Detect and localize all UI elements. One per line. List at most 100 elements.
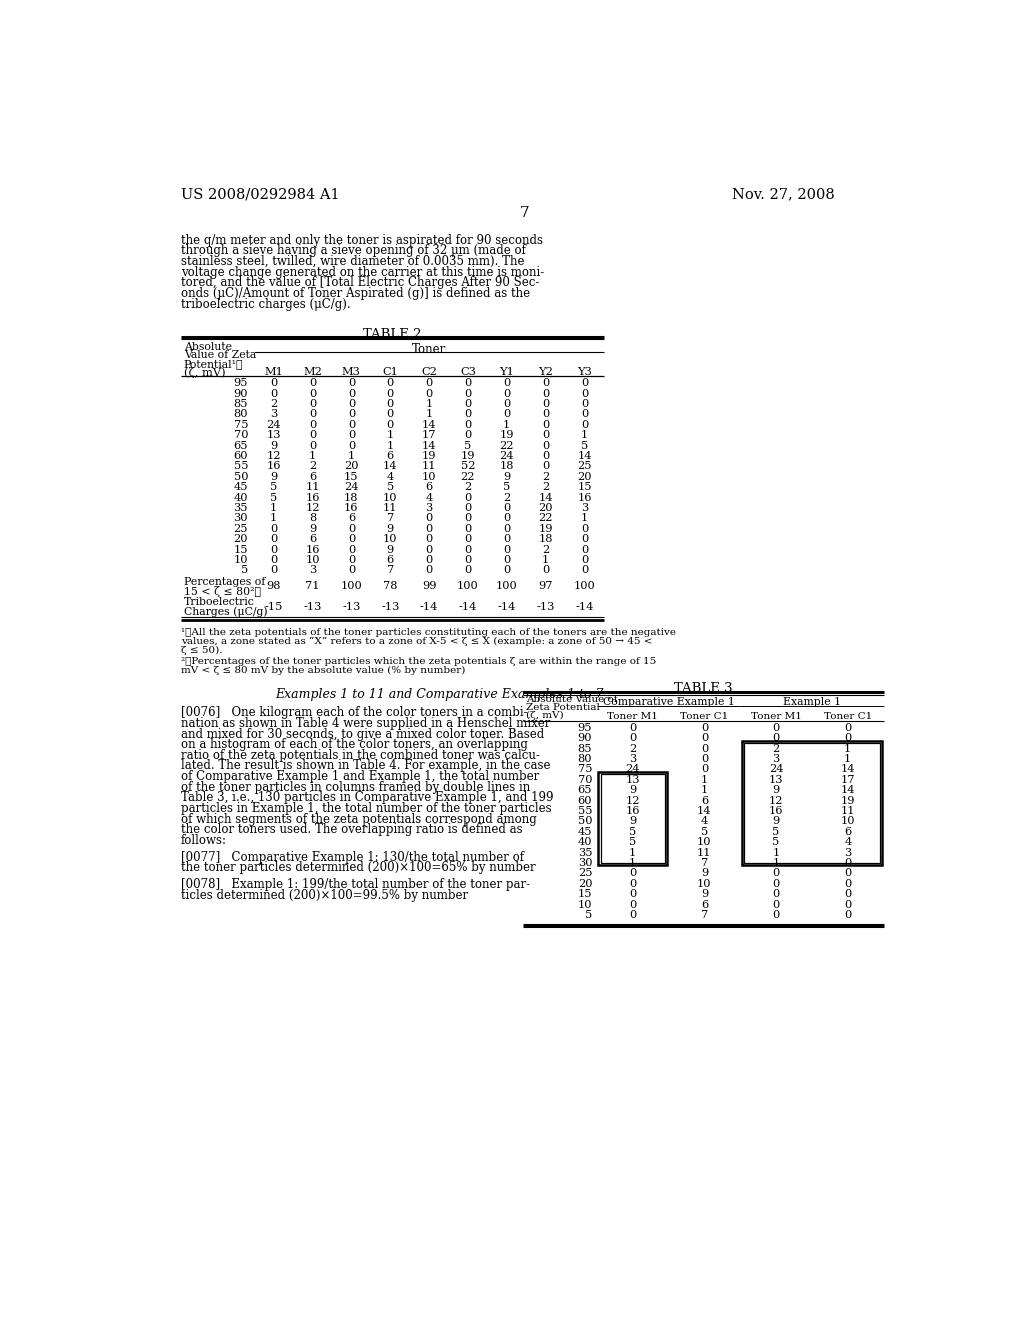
Text: 5: 5: [270, 492, 278, 503]
Text: 12: 12: [305, 503, 319, 513]
Text: 9: 9: [700, 869, 708, 878]
Text: 11: 11: [697, 847, 712, 858]
Text: 75: 75: [233, 420, 248, 430]
Text: 0: 0: [503, 513, 510, 523]
Bar: [744, 743, 880, 862]
Text: 5: 5: [772, 837, 779, 847]
Text: 0: 0: [425, 554, 433, 565]
Text: 1: 1: [629, 847, 636, 858]
Text: 0: 0: [629, 909, 636, 920]
Text: 0: 0: [581, 409, 588, 420]
Text: 3: 3: [309, 565, 316, 576]
Text: 0: 0: [844, 879, 851, 888]
Text: 80: 80: [233, 409, 248, 420]
Text: Y3: Y3: [577, 367, 592, 378]
Text: 0: 0: [581, 565, 588, 576]
Text: 15: 15: [578, 890, 592, 899]
Text: 14: 14: [422, 420, 436, 430]
Text: 0: 0: [309, 409, 316, 420]
Text: 0: 0: [425, 388, 433, 399]
Text: 2: 2: [772, 743, 779, 754]
Text: of Comparative Example 1 and Example 1, the total number: of Comparative Example 1 and Example 1, …: [180, 770, 539, 783]
Text: 7: 7: [387, 565, 394, 576]
Text: 90: 90: [578, 733, 592, 743]
Text: 8: 8: [309, 513, 316, 523]
Text: 0: 0: [387, 399, 394, 409]
Text: 0: 0: [387, 409, 394, 420]
Text: 0: 0: [844, 869, 851, 878]
Text: 12: 12: [769, 796, 783, 805]
Text: ζ ≤ 50).: ζ ≤ 50).: [180, 645, 222, 655]
Text: 6: 6: [425, 482, 433, 492]
Text: 13: 13: [626, 775, 640, 785]
Text: [0077]   Comparative Example 1: 130/the total number of: [0077] Comparative Example 1: 130/the to…: [180, 850, 523, 863]
Text: 19: 19: [539, 524, 553, 533]
Text: 0: 0: [629, 723, 636, 733]
Text: 15: 15: [233, 545, 248, 554]
Text: 40: 40: [233, 492, 248, 503]
Text: 4: 4: [387, 471, 394, 482]
Text: the q/m meter and only the toner is aspirated for 90 seconds: the q/m meter and only the toner is aspi…: [180, 234, 543, 247]
Text: ¹⧐All the zeta potentials of the toner particles constituting each of the toners: ¹⧐All the zeta potentials of the toner p…: [180, 628, 676, 638]
Text: 1: 1: [581, 513, 588, 523]
Text: Toner M1: Toner M1: [607, 713, 658, 722]
Text: 0: 0: [425, 524, 433, 533]
Text: 20: 20: [344, 462, 358, 471]
Text: 95: 95: [233, 379, 248, 388]
Text: 4: 4: [425, 492, 433, 503]
Text: 16: 16: [344, 503, 358, 513]
Text: 0: 0: [270, 379, 278, 388]
Text: 78: 78: [383, 581, 397, 591]
Text: -13: -13: [537, 602, 555, 612]
Text: M3: M3: [342, 367, 360, 378]
Text: 0: 0: [464, 565, 471, 576]
Text: 0: 0: [542, 420, 549, 430]
Text: 35: 35: [233, 503, 248, 513]
Text: 0: 0: [844, 733, 851, 743]
Text: 0: 0: [309, 379, 316, 388]
Text: 1: 1: [270, 503, 278, 513]
Text: [0076]   One kilogram each of the color toners in a combi-: [0076] One kilogram each of the color to…: [180, 706, 527, 719]
Text: 0: 0: [348, 430, 355, 440]
Text: 55: 55: [578, 807, 592, 816]
Text: 5: 5: [585, 909, 592, 920]
Text: 0: 0: [348, 545, 355, 554]
Text: 0: 0: [629, 899, 636, 909]
Text: 0: 0: [844, 858, 851, 869]
Text: 13: 13: [266, 430, 281, 440]
Text: 1: 1: [503, 420, 510, 430]
Text: 35: 35: [578, 847, 592, 858]
Text: lated. The result is shown in Table 4. For example, in the case: lated. The result is shown in Table 4. F…: [180, 759, 550, 772]
Text: the toner particles determined (200)×100=65% by number: the toner particles determined (200)×100…: [180, 861, 536, 874]
Text: 0: 0: [772, 899, 779, 909]
Text: -14: -14: [420, 602, 438, 612]
Text: C3: C3: [460, 367, 476, 378]
Text: 0: 0: [464, 503, 471, 513]
Text: C1: C1: [382, 367, 398, 378]
Text: 14: 14: [578, 451, 592, 461]
Text: 19: 19: [461, 451, 475, 461]
Text: 9: 9: [387, 524, 394, 533]
Text: 0: 0: [581, 524, 588, 533]
Text: 0: 0: [542, 430, 549, 440]
Text: 3: 3: [270, 409, 278, 420]
Text: -14: -14: [575, 602, 594, 612]
Text: 24: 24: [500, 451, 514, 461]
Text: 0: 0: [348, 379, 355, 388]
Text: -14: -14: [498, 602, 516, 612]
Text: of the toner particles in columns framed by double lines in: of the toner particles in columns framed…: [180, 780, 530, 793]
Bar: [601, 774, 665, 862]
Text: 0: 0: [581, 388, 588, 399]
Text: 10: 10: [422, 471, 436, 482]
Text: 11: 11: [422, 462, 436, 471]
Text: 1: 1: [387, 441, 394, 450]
Text: 10: 10: [233, 554, 248, 565]
Text: 9: 9: [772, 816, 779, 826]
Text: Absolute Value of: Absolute Value of: [525, 696, 617, 705]
Text: TABLE 2: TABLE 2: [364, 327, 422, 341]
Text: nation as shown in Table 4 were supplied in a Henschel mixer: nation as shown in Table 4 were supplied…: [180, 717, 550, 730]
Text: 3: 3: [772, 754, 779, 764]
Text: Nov. 27, 2008: Nov. 27, 2008: [732, 187, 836, 202]
Text: 16: 16: [578, 492, 592, 503]
Text: tored, and the value of [Total Electric Charges After 90 Sec-: tored, and the value of [Total Electric …: [180, 276, 539, 289]
